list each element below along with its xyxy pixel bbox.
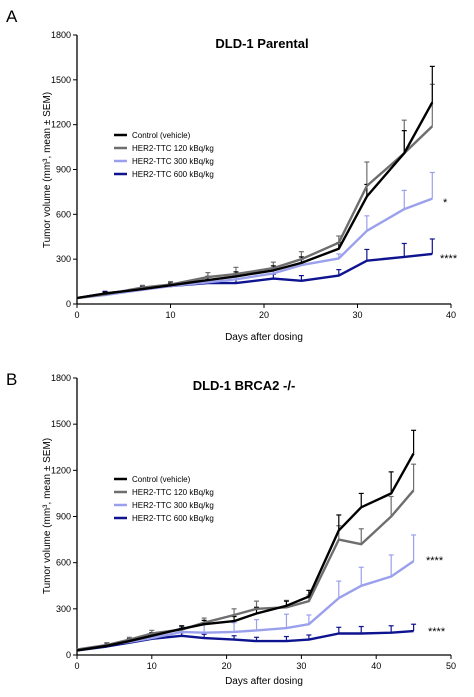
y-tick-label: 1800 <box>51 30 71 40</box>
panel-b-y-axis-label: Tumor volume (mm³, mean ± SEM) <box>42 438 53 594</box>
legend-label-120: HER2-TTC 120 kBq/kg <box>132 488 214 497</box>
legend-label-120: HER2-TTC 120 kBq/kg <box>132 144 214 153</box>
y-tick-label: 900 <box>56 165 71 175</box>
panel-b-significance-300: **** <box>426 555 444 567</box>
panel-b-title: DLD-1 BRCA2 -/- <box>193 378 296 393</box>
panel-b-legend: Control (vehicle) HER2-TTC 120 kBq/kg HE… <box>114 475 214 523</box>
panel-a-title: DLD-1 Parental <box>215 36 308 51</box>
panel-b-significance-600: **** <box>428 626 446 638</box>
y-tick-label: 600 <box>56 558 71 568</box>
panel-a-label: A <box>6 7 18 26</box>
x-tick-label: 20 <box>259 310 269 320</box>
y-tick-label: 300 <box>56 604 71 614</box>
x-tick-label: 10 <box>165 310 175 320</box>
panel-b-plot-area: 0 300 600 900 1200 1500 1800 0 10 20 30 40 50 <box>51 373 456 671</box>
x-tick-label: 40 <box>371 661 381 671</box>
y-tick-label: 1500 <box>51 419 71 429</box>
series-line <box>76 452 415 652</box>
y-tick-label: 600 <box>56 209 71 219</box>
y-tick-label: 900 <box>56 512 71 522</box>
panel-b-x-axis-label: Days after dosing <box>225 676 303 687</box>
legend-label-300: HER2-TTC 300 kBq/kg <box>132 501 214 510</box>
series-line <box>76 101 434 300</box>
x-tick-label: 10 <box>147 661 157 671</box>
legend-label-control: Control (vehicle) <box>132 131 191 140</box>
legend-label-300: HER2-TTC 300 kBq/kg <box>132 157 214 166</box>
legend-label-600: HER2-TTC 600 kBq/kg <box>132 170 214 179</box>
y-tick-label: 300 <box>56 254 71 264</box>
x-tick-label: 20 <box>222 661 232 671</box>
panel-a-y-axis-label: Tumor volume (mm³, mean ± SEM) <box>42 92 53 248</box>
panel-a-significance-300: * <box>443 197 448 209</box>
y-tick-label: 1200 <box>51 465 71 475</box>
x-tick-label: 0 <box>74 310 79 320</box>
panel-a-x-axis-label: Days after dosing <box>225 332 303 343</box>
series-line <box>76 197 433 300</box>
x-tick-label: 40 <box>446 310 456 320</box>
x-tick-label: 30 <box>352 310 362 320</box>
series-line <box>76 560 415 651</box>
panel-a: A DLD-1 Parental Days after dosing Tumor… <box>6 7 458 343</box>
x-tick-label: 30 <box>296 661 306 671</box>
panel-b: B DLD-1 BRCA2 -/- Days after dosing Tumo… <box>6 370 456 687</box>
legend-label-600: HER2-TTC 600 kBq/kg <box>132 514 214 523</box>
panel-a-legend: Control (vehicle) HER2-TTC 120 kBq/kg HE… <box>114 131 214 179</box>
panel-b-label: B <box>6 370 17 389</box>
panel-a-plot-area: 0 300 600 900 1200 1500 1800 0 10 20 30 40 <box>51 30 456 320</box>
y-tick-label: 1800 <box>51 373 71 383</box>
panel-a-significance-600: **** <box>440 253 458 265</box>
y-tick-label: 1500 <box>51 75 71 85</box>
y-tick-label: 0 <box>66 650 71 660</box>
series-line <box>76 489 415 651</box>
x-tick-label: 50 <box>446 661 456 671</box>
x-tick-label: 0 <box>74 661 79 671</box>
legend-label-control: Control (vehicle) <box>132 475 191 484</box>
y-tick-label: 0 <box>66 299 71 309</box>
y-tick-label: 1200 <box>51 120 71 130</box>
